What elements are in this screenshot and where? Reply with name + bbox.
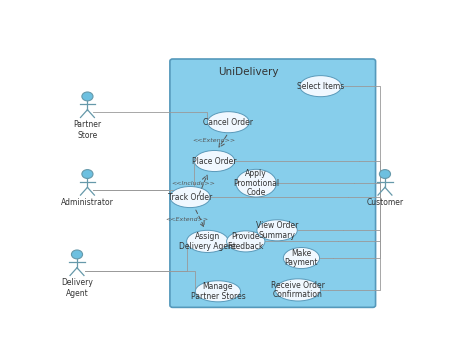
Circle shape bbox=[82, 92, 93, 101]
Ellipse shape bbox=[300, 76, 341, 97]
Ellipse shape bbox=[195, 281, 241, 302]
Text: Manage
Partner Stores: Manage Partner Stores bbox=[190, 282, 245, 301]
Circle shape bbox=[71, 250, 83, 259]
Circle shape bbox=[82, 170, 93, 179]
Text: Cancel Order: Cancel Order bbox=[203, 118, 253, 127]
Ellipse shape bbox=[227, 231, 265, 252]
Ellipse shape bbox=[207, 112, 249, 133]
Text: Apply
Promotional
Code: Apply Promotional Code bbox=[233, 169, 279, 197]
Ellipse shape bbox=[194, 150, 235, 172]
Text: Place Order: Place Order bbox=[192, 157, 237, 166]
Ellipse shape bbox=[257, 220, 297, 241]
Text: Track Order: Track Order bbox=[168, 193, 212, 202]
Text: View Order
Summary: View Order Summary bbox=[256, 221, 298, 240]
Ellipse shape bbox=[170, 186, 210, 208]
Ellipse shape bbox=[187, 230, 229, 252]
Text: Make
Payment: Make Payment bbox=[285, 249, 318, 267]
Text: Customer: Customer bbox=[366, 198, 404, 207]
Text: Receive Order
Confirmation: Receive Order Confirmation bbox=[271, 280, 325, 299]
Ellipse shape bbox=[236, 169, 277, 197]
Text: <<Extend>>: <<Extend>> bbox=[192, 138, 235, 143]
FancyBboxPatch shape bbox=[170, 59, 375, 307]
Text: Select Items: Select Items bbox=[297, 82, 344, 91]
Ellipse shape bbox=[283, 247, 320, 269]
Ellipse shape bbox=[275, 279, 321, 301]
Text: UniDelivery: UniDelivery bbox=[219, 67, 279, 77]
Circle shape bbox=[379, 170, 391, 179]
Text: Partner
Store: Partner Store bbox=[73, 120, 101, 140]
Text: Provide
Feedback: Provide Feedback bbox=[228, 232, 264, 251]
Text: <<Include>>: <<Include>> bbox=[171, 181, 215, 186]
Text: Delivery
Agent: Delivery Agent bbox=[61, 278, 93, 298]
Text: Administrator: Administrator bbox=[61, 198, 114, 207]
Text: <<Extend>>: <<Extend>> bbox=[166, 217, 209, 222]
Text: Assign
Delivery Agent: Assign Delivery Agent bbox=[179, 232, 236, 251]
